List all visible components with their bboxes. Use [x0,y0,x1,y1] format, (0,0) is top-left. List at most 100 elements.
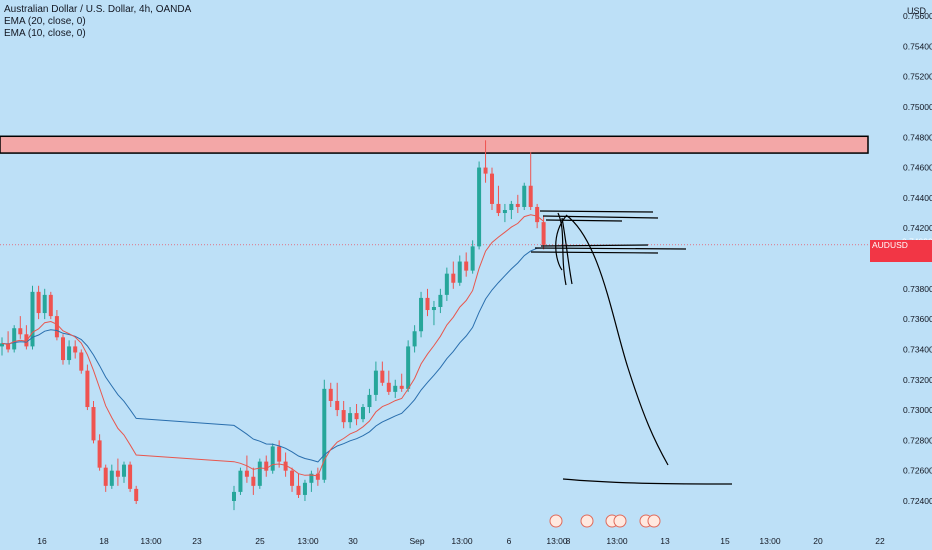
candle-body [251,476,256,486]
candle-body [348,413,353,423]
candle-body [264,461,269,471]
annotation-stroke [534,247,687,250]
candle-body [73,346,78,353]
price-tick-label: 0.72600 [903,466,932,476]
price-tick-label: 0.74200 [903,223,932,233]
candle-body [115,470,120,477]
candle-body [341,410,346,423]
candle-body [24,334,29,347]
candle-body [277,446,282,462]
price-tick-label: 0.72400 [903,496,932,506]
candle-body [36,291,41,314]
candle-body [54,316,59,338]
annotation-stroke [555,215,567,271]
economic-event-icon [549,514,563,528]
price-tick-label: 0.73000 [903,405,932,415]
candle-body [30,291,35,347]
annotation-stroke [530,251,659,254]
candle-body [315,473,320,480]
candle-body [470,246,475,271]
time-tick-label: 18 [99,536,109,546]
candle-body [373,370,378,395]
time-tick-label: 22 [875,536,885,546]
candle-body [322,388,327,480]
annotation-stroke [540,244,649,247]
candle-body [399,385,404,389]
candle-body [444,273,449,295]
price-tick-label: 0.72800 [903,435,932,445]
candle-body [335,400,340,411]
ema20-legend[interactable]: EMA (20, close, 0) [4,16,86,27]
time-tick-label: 8 [566,536,571,546]
economic-event-icon [647,514,661,528]
economic-event-icon [613,514,627,528]
candle-body [302,482,307,495]
candle-body [477,167,482,247]
time-tick-label: 13:00 [451,536,473,546]
candle-body [354,413,359,420]
price-tick-label: 0.75200 [903,72,932,82]
candle-body [425,297,430,311]
time-tick-label: 6 [507,536,512,546]
economic-event-icon [580,514,594,528]
candle-body [48,294,53,317]
candle-body [270,446,275,471]
candle-body [18,328,23,335]
candle-body [85,370,90,408]
candle-body [296,485,301,495]
candle-body [522,185,527,207]
time-tick-label: Sep [409,536,424,546]
price-tick-label: 0.74600 [903,163,932,173]
price-label-symbol: AUDUSD [872,240,908,250]
candle-body [393,385,398,392]
symbol-title[interactable]: Australian Dollar / U.S. Dollar, 4h, OAN… [4,4,192,15]
candle-body [431,307,436,311]
candle-body [232,491,236,501]
ema10-legend[interactable]: EMA (10, close, 0) [4,28,86,39]
candle-body [490,173,494,204]
candle-body [386,382,391,392]
candle-body [61,337,65,361]
time-tick-label: 13:00 [140,536,162,546]
candle-body [535,206,540,223]
candle-body [464,261,469,271]
candle-body [244,470,249,477]
candle-body [6,343,11,350]
candle-body [0,343,4,347]
annotation-stroke [539,210,654,213]
time-tick-label: 20 [813,536,823,546]
candle-body [457,261,462,283]
resistance-zone [0,135,869,154]
time-tick-label: 13:00 [759,536,781,546]
chart-legend: Australian Dollar / U.S. Dollar, 4h, OAN… [4,4,191,40]
candle-body [309,473,314,483]
time-tick-label: 25 [255,536,265,546]
candle-body [283,461,288,471]
current-price-label: AUDUSD [870,240,932,262]
candle-body [419,297,424,332]
candle-body [541,222,546,245]
candle-body [91,407,96,441]
annotation-stroke [565,214,669,466]
candle-body [367,394,372,408]
candle-body [12,328,17,350]
price-tick-label: 0.73200 [903,375,932,385]
time-tick-label: 30 [348,536,358,546]
candle-body [42,294,47,314]
time-tick-label: 16 [37,536,47,546]
price-tick-label: 0.75600 [903,11,932,21]
time-tick-label: 15 [720,536,730,546]
price-tick-label: 0.73800 [903,284,932,294]
currency-label: USD [906,6,926,16]
candle-body [128,464,133,489]
candle-body [483,167,488,174]
time-tick-label: 13 [660,536,670,546]
time-tick-label: 13:00 [546,536,568,546]
candle-body [134,488,139,501]
candle-body [97,440,102,468]
price-tick-label: 0.75400 [903,41,932,51]
candle-body [122,464,126,477]
candle-body [438,294,443,307]
